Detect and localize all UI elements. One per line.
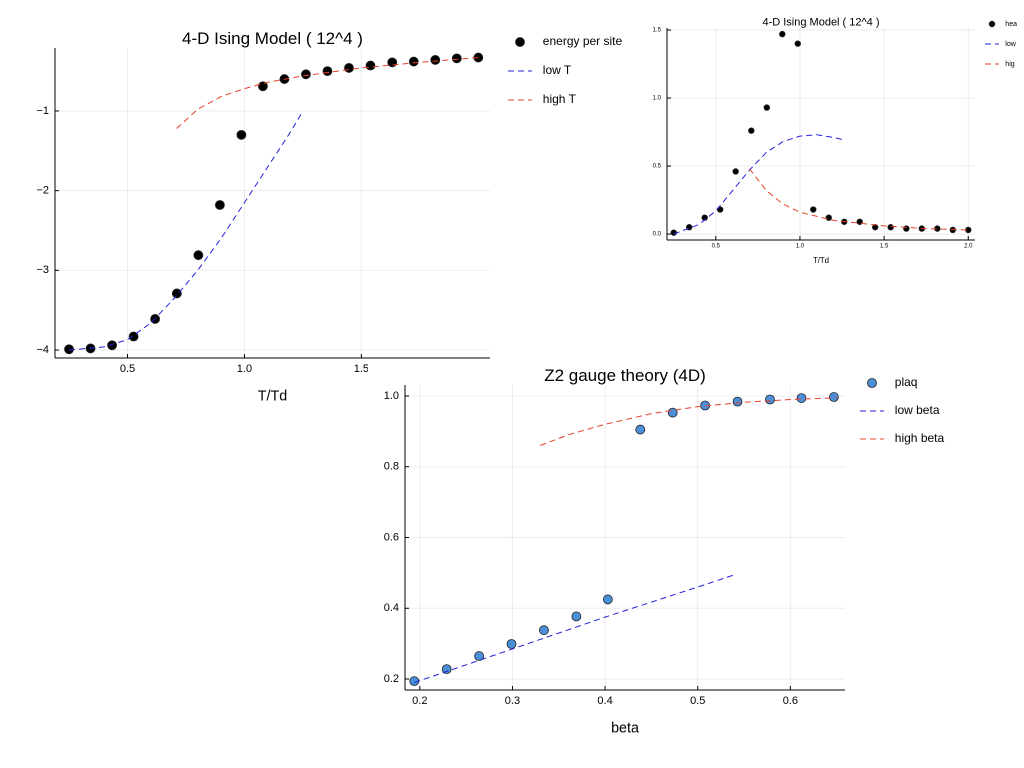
y-tick-label: 0.4	[384, 602, 399, 614]
data-point	[571, 611, 582, 622]
data-point	[763, 104, 771, 111]
data-point	[539, 625, 549, 636]
data-point	[344, 63, 354, 73]
data-point	[171, 288, 182, 299]
x-tick-label: 1.5	[880, 244, 889, 250]
x-tick-label: 0.5	[690, 695, 705, 707]
data-point	[236, 129, 247, 140]
chart-title: 4-D Ising Model ( 12^4 )	[182, 29, 363, 48]
data-point	[794, 40, 801, 47]
data-point	[365, 60, 376, 71]
chart-title: 4-D Ising Model ( 12^4 )	[762, 16, 879, 28]
data-point	[828, 392, 839, 402]
data-point	[64, 344, 74, 355]
y-tick-label: 0.0	[653, 232, 662, 238]
line-series	[68, 110, 304, 351]
data-point	[796, 393, 807, 403]
data-point	[301, 69, 311, 80]
data-point	[732, 168, 739, 175]
line-series	[673, 134, 846, 235]
x-axis-label: T/Td	[813, 256, 829, 265]
data-point	[214, 200, 225, 210]
chart-title: Z2 gauge theory (4D)	[544, 366, 706, 385]
x-tick-label: 0.5	[120, 363, 135, 375]
y-tick-label: 0.2	[384, 673, 399, 685]
data-point	[732, 396, 743, 407]
legend-marker	[988, 20, 996, 28]
x-axis-label: T/Td	[258, 388, 287, 404]
data-point	[635, 424, 646, 435]
x-tick-label: 0.2	[412, 695, 427, 707]
data-point	[765, 394, 775, 405]
legend-label: low beta	[895, 403, 940, 417]
data-point	[322, 66, 333, 77]
y-tick-label: −1	[36, 105, 49, 117]
legend-label: plaq	[895, 375, 918, 389]
panel-background	[368, 362, 988, 762]
x-tick-label: 1.5	[354, 363, 369, 375]
y-tick-label: 0.6	[384, 531, 399, 543]
data-point	[430, 55, 441, 65]
legend-label: hea	[1005, 21, 1017, 28]
y-tick-label: 1.0	[653, 96, 662, 102]
data-point	[128, 331, 139, 342]
data-point	[748, 127, 755, 134]
chart-panel: 0.2 0.3 0.4 0.5 0.6 0.2 0.4 0.6 0.8 1.0 Z2 gauge t…	[368, 362, 988, 762]
data-point	[107, 340, 117, 351]
data-point	[258, 81, 268, 92]
y-tick-label: 1.0	[384, 390, 399, 402]
x-tick-label: 1.0	[796, 244, 805, 250]
data-point	[451, 53, 462, 64]
data-point	[887, 224, 894, 231]
data-point	[810, 206, 817, 213]
data-point	[441, 664, 452, 675]
y-tick-label: 1.5	[653, 28, 662, 34]
x-tick-label: 0.6	[783, 695, 798, 707]
data-point	[903, 225, 910, 232]
legend-label: low	[1005, 41, 1016, 48]
data-point	[474, 651, 485, 661]
data-point	[387, 57, 398, 68]
legend-marker	[867, 378, 877, 388]
y-tick-label: −2	[36, 185, 49, 197]
legend-marker	[515, 37, 525, 47]
x-tick-label: 1.0	[237, 363, 252, 375]
legend-label: high T	[543, 92, 577, 106]
legend-label: low T	[543, 63, 572, 77]
line-series	[749, 168, 969, 231]
y-tick-label: 0.8	[384, 461, 399, 473]
x-tick-label: 0.3	[505, 695, 520, 707]
legend-label: hig	[1005, 61, 1014, 68]
data-point	[602, 594, 613, 605]
data-point	[408, 56, 419, 67]
x-axis-label: beta	[611, 720, 639, 736]
x-tick-label: 0.4	[597, 695, 612, 707]
chart-panel: 0.5 1.0 1.5 −1 −2 −3 −4 4-D Ising Model ( 12^4 …	[36, 29, 622, 404]
y-tick-label: −3	[36, 264, 49, 276]
legend-label: energy per site	[543, 34, 623, 48]
y-tick-label: 0.5	[653, 164, 662, 170]
legend-label: high beta	[895, 431, 945, 445]
data-point	[506, 639, 517, 649]
data-point	[825, 214, 832, 221]
chart-panel: 0.5 1.0 1.5 2.0 0.0 0.5 1.0 1.5 4-D Ising Model …	[653, 16, 1017, 265]
data-point	[670, 229, 677, 236]
x-tick-label: 2.0	[964, 244, 973, 250]
y-tick-label: −4	[36, 344, 49, 356]
x-tick-label: 0.5	[712, 244, 721, 250]
line-series	[414, 574, 735, 684]
data-point	[779, 30, 786, 38]
line-series	[176, 57, 479, 129]
data-point	[193, 250, 204, 261]
